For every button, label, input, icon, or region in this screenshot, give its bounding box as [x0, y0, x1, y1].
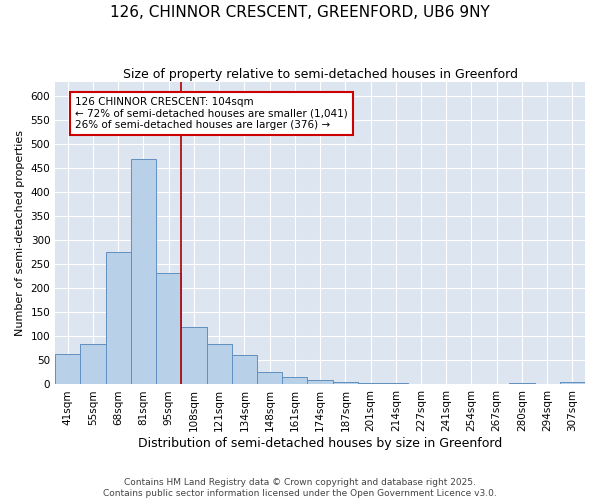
- Bar: [131, 158, 156, 384]
- Bar: [332, 382, 358, 384]
- Y-axis label: Number of semi-detached properties: Number of semi-detached properties: [15, 130, 25, 336]
- Bar: [383, 383, 409, 384]
- Bar: [232, 354, 257, 384]
- Bar: [80, 344, 106, 385]
- Bar: [106, 252, 131, 384]
- Bar: [156, 273, 181, 384]
- Text: 126 CHINNOR CRESCENT: 104sqm
← 72% of semi-detached houses are smaller (1,041)
2: 126 CHINNOR CRESCENT: 104sqm ← 72% of se…: [76, 97, 348, 130]
- Bar: [55, 354, 80, 384]
- Bar: [282, 377, 307, 384]
- Bar: [257, 372, 282, 384]
- Bar: [307, 380, 332, 384]
- Bar: [206, 344, 232, 384]
- Bar: [181, 327, 206, 384]
- Text: Contains HM Land Registry data © Crown copyright and database right 2025.
Contai: Contains HM Land Registry data © Crown c…: [103, 478, 497, 498]
- Bar: [509, 382, 535, 384]
- Bar: [358, 382, 383, 384]
- Title: Size of property relative to semi-detached houses in Greenford: Size of property relative to semi-detach…: [122, 68, 518, 80]
- Text: 126, CHINNOR CRESCENT, GREENFORD, UB6 9NY: 126, CHINNOR CRESCENT, GREENFORD, UB6 9N…: [110, 5, 490, 20]
- X-axis label: Distribution of semi-detached houses by size in Greenford: Distribution of semi-detached houses by …: [138, 437, 502, 450]
- Bar: [560, 382, 585, 384]
